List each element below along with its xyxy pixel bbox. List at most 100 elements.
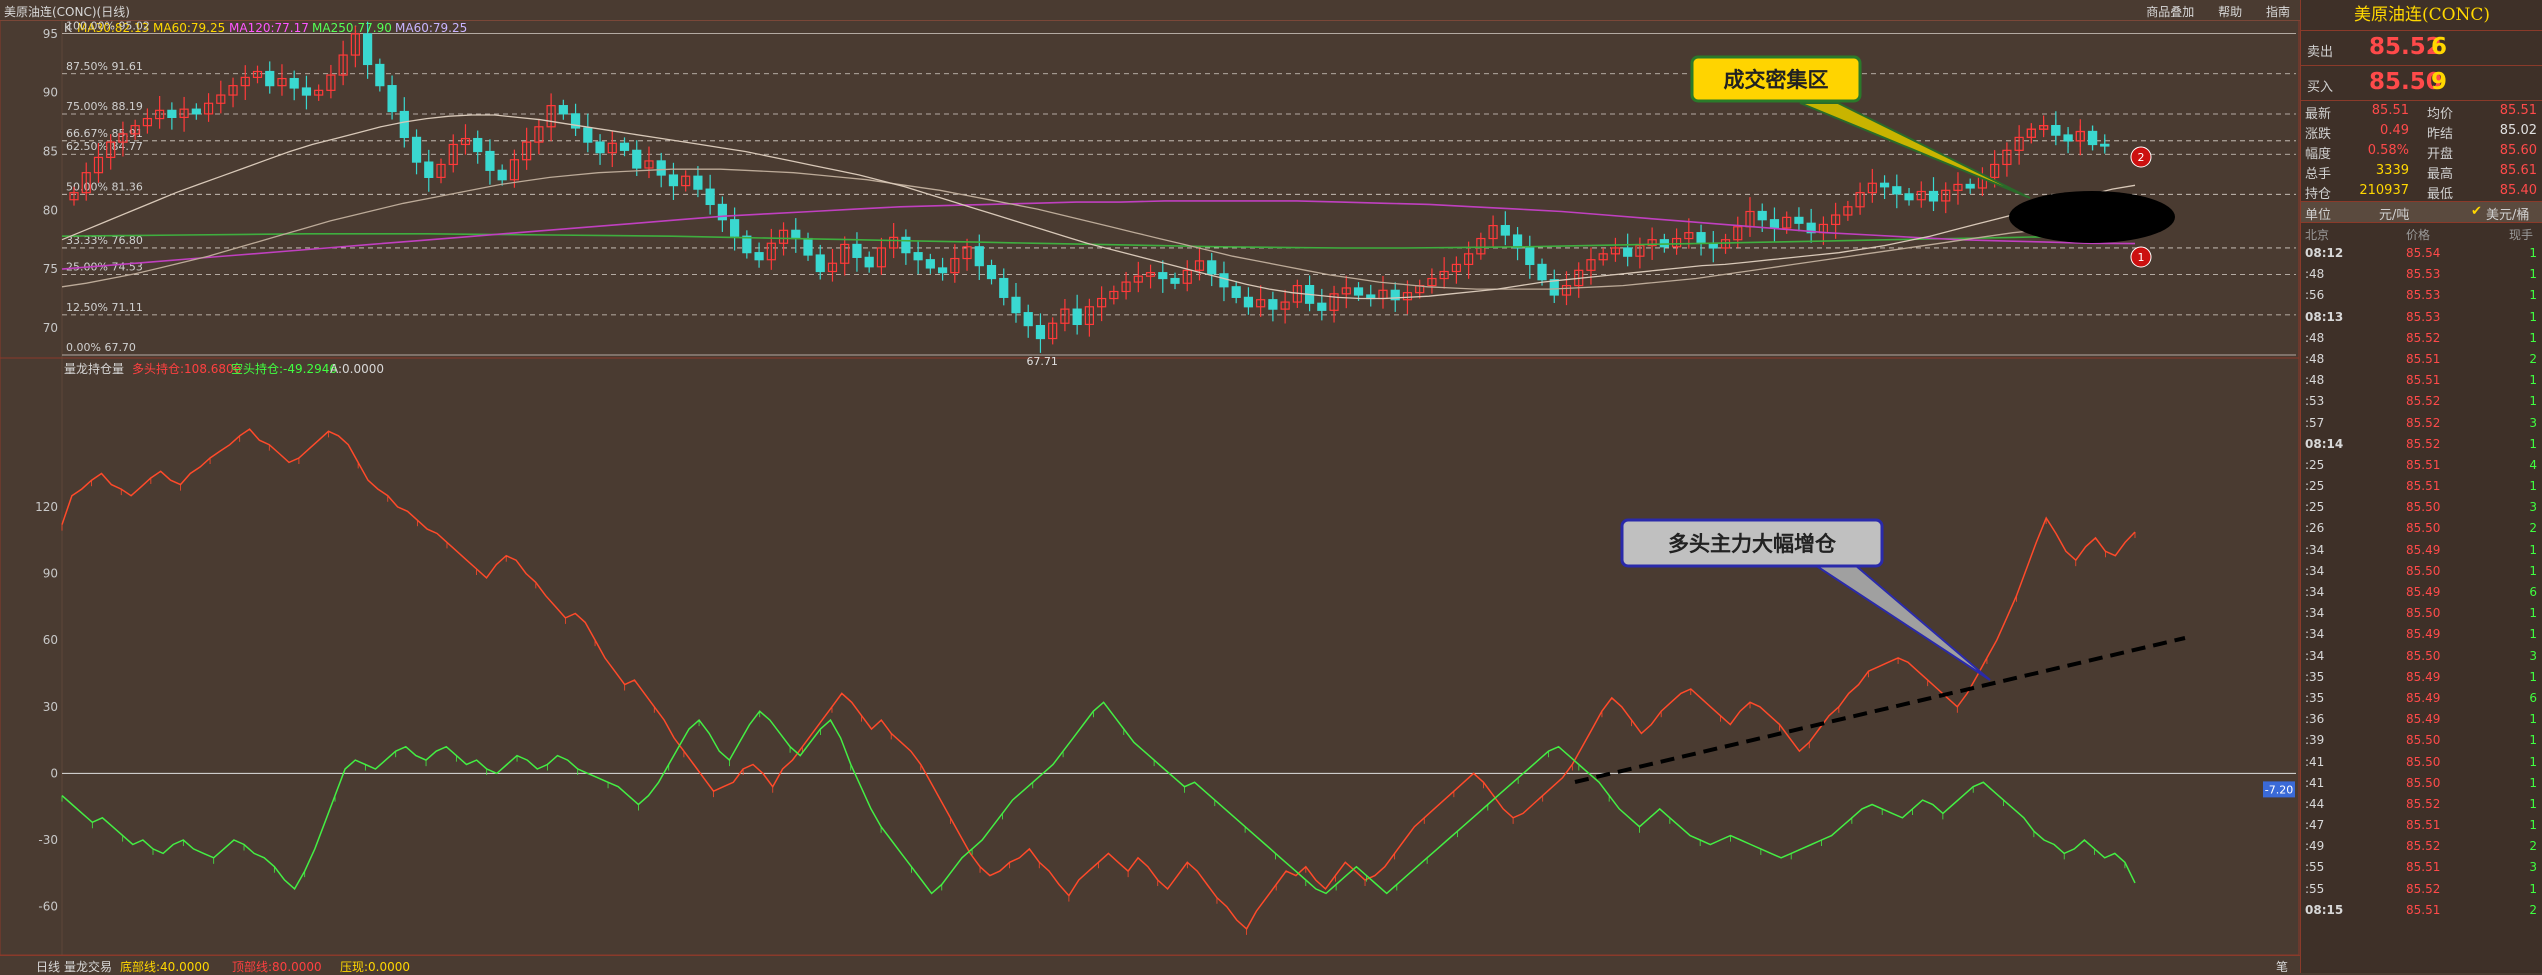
candle-body [1390, 289, 1400, 301]
candle-body [1537, 263, 1547, 281]
tick-row: :34 85.50 1 [2301, 561, 2542, 582]
candle-body [546, 105, 556, 128]
candle-body [656, 160, 666, 176]
ind-legend-3: A:0.0000 [330, 362, 384, 376]
unit-alt[interactable]: 美元/桶 [2486, 208, 2530, 223]
quote-label: 涨跌 [2305, 127, 2332, 142]
ind-tick-6: -60 [38, 900, 58, 914]
tick-time: 08:15 [2305, 902, 2344, 917]
high-label: 95.03 [341, 20, 373, 21]
chart-area[interactable]: K MA30:82.13 MA60:79.25 MA120:77.17 MA250:77… [0, 20, 2300, 955]
candle-body [350, 33, 360, 56]
candle-body [216, 94, 226, 104]
tick-volume: 6 [2529, 690, 2537, 705]
tick-price: 85.53 [2406, 267, 2441, 282]
tick-row: :35 85.49 1 [2301, 667, 2542, 688]
zone-candle-body [2063, 134, 2073, 142]
period-tab[interactable]: 日线 [36, 960, 61, 974]
zone-candle-body [2100, 143, 2110, 147]
candle-body [619, 142, 630, 151]
tick-time: :34 [2305, 585, 2325, 599]
candle-body [1439, 270, 1449, 280]
tick-row: :44 85.52 1 [2301, 794, 2542, 815]
tick-volume: 1 [2529, 669, 2537, 684]
candle-body [840, 243, 850, 264]
ind-legend-1: 多头持仓:108.6806 [132, 361, 241, 376]
ma30-line [61, 114, 2136, 300]
candle-body [583, 127, 593, 143]
price-tick-2: 85 [43, 145, 58, 159]
tick-price: 85.50 [2406, 648, 2441, 663]
tick-row: :48 85.53 1 [2301, 264, 2542, 285]
overlay-button[interactable]: 商品叠加 [2146, 5, 2195, 19]
candle-body [999, 277, 1009, 298]
candle-body [1892, 186, 1902, 195]
candle-body [203, 102, 214, 115]
ind-legend-2: 空头持仓:-49.2946 [231, 361, 337, 376]
tick-row: :55 85.52 1 [2301, 879, 2542, 900]
tick-volume: 1 [2529, 373, 2537, 388]
tick-row: :56 85.53 1 [2301, 285, 2542, 306]
ma60-line [61, 168, 2136, 290]
tick-volume: 1 [2529, 754, 2537, 769]
candle-body [1855, 192, 1865, 208]
tick-row: :48 85.51 2 [2301, 349, 2542, 370]
candle-body [742, 235, 752, 254]
candle-body [901, 236, 911, 254]
help-button[interactable]: 帮助 [2218, 5, 2243, 19]
ind-tick-3: 30 [43, 700, 58, 714]
tick-list[interactable]: 08:12 85.54 1:48 85.53 1:56 85.53 1 08:13 85.53 1… [2301, 243, 2542, 921]
candle-body [1647, 239, 1657, 247]
tick-price: 85.49 [2406, 712, 2441, 727]
candle-body [1904, 193, 1914, 201]
tick-row: :48 85.52 1 [2301, 328, 2542, 349]
ind-tick-2: 60 [43, 633, 58, 647]
check-icon[interactable]: ✔ [2471, 204, 2482, 219]
candle-body [1097, 297, 1107, 308]
quote-row: 持仓 210937 最低 85.40 [2301, 181, 2542, 202]
candle-body [1207, 260, 1217, 275]
tick-row: :34 85.49 6 [2301, 582, 2542, 603]
tick-time: :36 [2305, 712, 2325, 727]
tick-price: 85.49 [2406, 627, 2441, 642]
tick-price: 85.50 [2406, 521, 2441, 536]
callout2-box [1620, 518, 1884, 568]
tick-time: :48 [2305, 267, 2325, 282]
candle-body [1757, 210, 1767, 221]
candle-body [1464, 253, 1474, 266]
candle-body [1635, 245, 1645, 257]
fib-label-3: 66.67% 85.91 [66, 127, 143, 140]
tick-price: 85.51 [2406, 351, 2441, 366]
low-label: 67.71 [1026, 355, 1058, 368]
tick-time: 08:14 [2305, 436, 2344, 451]
candle-body [106, 141, 116, 158]
candle-body [1145, 272, 1156, 277]
candle-body [363, 33, 373, 66]
buy-price: 85.50 [2369, 69, 2442, 95]
tick-volume: 3 [2529, 860, 2537, 875]
quote-label: 昨结 [2427, 127, 2454, 142]
guide-button[interactable]: 指南 [2265, 5, 2290, 19]
candle-body [1256, 299, 1266, 308]
tick-row: :34 85.49 1 [2301, 540, 2542, 561]
ind-tick-0: 120 [35, 500, 58, 514]
candle-body [1610, 247, 1621, 255]
quote-value: 3339 [2375, 163, 2409, 178]
candle-body [1561, 285, 1572, 296]
dense-zone-ellipse [2009, 191, 2175, 243]
bottom-right-label: 笔 [2276, 960, 2289, 974]
quote-label: 总手 [2305, 167, 2332, 182]
candle-body [93, 156, 104, 174]
candle-body [1048, 322, 1058, 340]
candle-body [1231, 286, 1241, 298]
candle-body [252, 70, 263, 79]
price-tick-4: 75 [43, 262, 58, 276]
candle-body [326, 74, 336, 91]
candle-body [791, 229, 801, 240]
candle-body [1121, 281, 1131, 293]
candle-body [460, 137, 471, 146]
marker-1-text: 1 [2138, 251, 2145, 264]
tick-price: 85.49 [2406, 690, 2441, 705]
quote-value: 85.02 [2499, 123, 2537, 138]
tick-price: 85.52 [2406, 839, 2441, 854]
